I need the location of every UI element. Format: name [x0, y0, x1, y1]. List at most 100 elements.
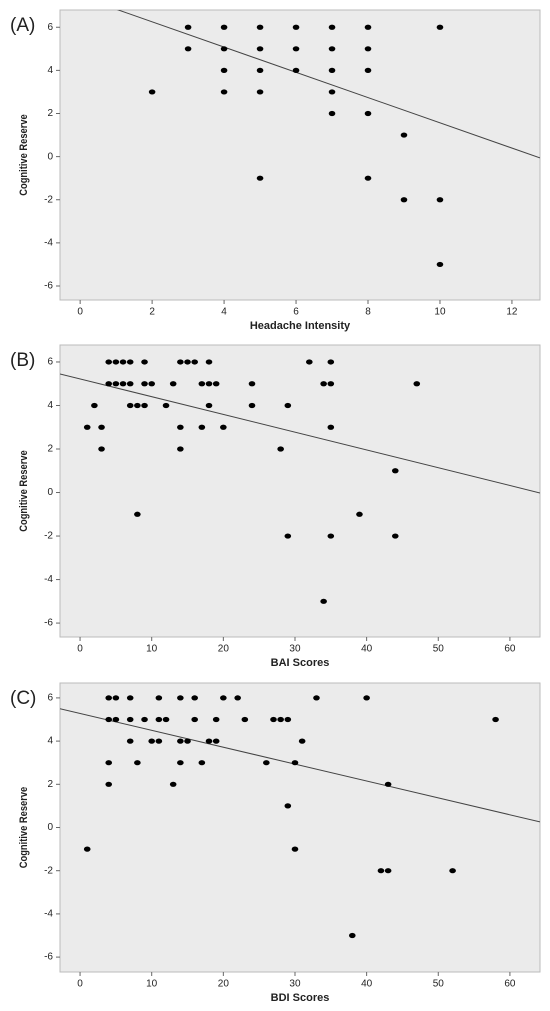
point: [162, 402, 170, 409]
point: [248, 381, 256, 387]
point: [364, 67, 372, 73]
fit-line: [116, 10, 540, 159]
point: [205, 381, 213, 387]
y-tick-label: -4: [44, 909, 53, 920]
y-tick-label: 0: [47, 487, 53, 498]
point: [177, 695, 184, 701]
point: [391, 468, 399, 474]
point: [191, 359, 198, 365]
y-tick-label: -2: [44, 865, 53, 876]
point: [256, 46, 264, 52]
x-axis-title: Headache Intensity: [250, 320, 351, 332]
y-tick-label: 6: [47, 22, 53, 33]
y-tick-label: 6: [47, 693, 53, 704]
x-tick-label: 50: [433, 644, 445, 655]
x-tick-label: 12: [506, 307, 518, 318]
point: [155, 716, 163, 723]
point: [400, 132, 408, 138]
y-axis-title: Cognitive Reserve: [18, 450, 30, 532]
point: [177, 359, 184, 365]
x-tick-label: 0: [77, 979, 83, 990]
point: [400, 197, 408, 203]
x-tick-label: 10: [146, 979, 158, 990]
point: [256, 89, 264, 95]
x-tick-label: 2: [149, 307, 155, 318]
x-tick-label: 8: [365, 307, 371, 318]
point: [313, 695, 320, 701]
point: [327, 533, 335, 539]
fit-line: [60, 708, 540, 823]
point: [256, 24, 264, 30]
point: [205, 402, 213, 409]
point: [141, 402, 148, 409]
point: [148, 738, 156, 744]
point: [449, 868, 456, 874]
point: [363, 695, 370, 701]
point: [284, 716, 292, 723]
point: [191, 695, 198, 701]
y-tick-label: -2: [44, 531, 53, 542]
point: [327, 424, 335, 430]
point: [436, 261, 444, 268]
point: [155, 695, 163, 701]
point: [98, 424, 105, 430]
point: [212, 738, 220, 744]
point: [327, 381, 335, 387]
point: [391, 533, 399, 539]
point: [148, 89, 156, 95]
point: [220, 24, 228, 30]
point: [126, 716, 134, 723]
y-tick-label: 0: [47, 822, 53, 833]
point: [184, 359, 191, 365]
point: [126, 695, 134, 701]
y-tick-label: -6: [44, 281, 53, 292]
point: [155, 738, 163, 744]
x-tick-label: 40: [361, 979, 373, 990]
point: [191, 716, 198, 723]
point: [105, 716, 113, 723]
point: [91, 402, 98, 409]
point: [364, 175, 372, 181]
point: [320, 381, 327, 387]
plot-area: [59, 344, 541, 638]
point: [198, 381, 206, 387]
x-tick-label: 30: [289, 979, 301, 990]
point: [328, 67, 336, 73]
point: [98, 446, 105, 452]
panel: (A) Cognitive Reserve Headache Intensity -6…: [10, 9, 541, 332]
point: [256, 175, 264, 181]
point: [148, 381, 156, 387]
x-tick-label: 20: [218, 979, 230, 990]
point: [364, 46, 372, 52]
point: [205, 359, 213, 365]
y-axis-title: Cognitive Reserve: [18, 786, 30, 868]
point: [105, 695, 113, 701]
x-tick-label: 20: [218, 644, 230, 655]
point: [112, 381, 120, 387]
point: [177, 446, 184, 452]
point: [292, 24, 300, 30]
point: [298, 738, 306, 744]
point: [184, 24, 192, 30]
panel-label: (A): [10, 15, 35, 36]
point: [327, 359, 335, 365]
point: [270, 716, 277, 723]
panel-label: (B): [10, 350, 35, 371]
fit-line: [60, 373, 540, 494]
x-axis-title: BAI Scores: [271, 657, 330, 669]
x-tick-label: 10: [146, 644, 158, 655]
point: [356, 511, 363, 517]
point: [364, 110, 372, 117]
point: [141, 381, 148, 387]
x-tick-label: 50: [433, 979, 445, 990]
point: [220, 424, 227, 430]
point: [126, 381, 134, 387]
point: [169, 781, 177, 787]
y-tick-label: 2: [47, 779, 53, 790]
y-tick-label: -4: [44, 574, 53, 585]
point: [126, 738, 134, 744]
point: [169, 381, 177, 387]
point: [328, 46, 336, 52]
point: [234, 695, 241, 701]
